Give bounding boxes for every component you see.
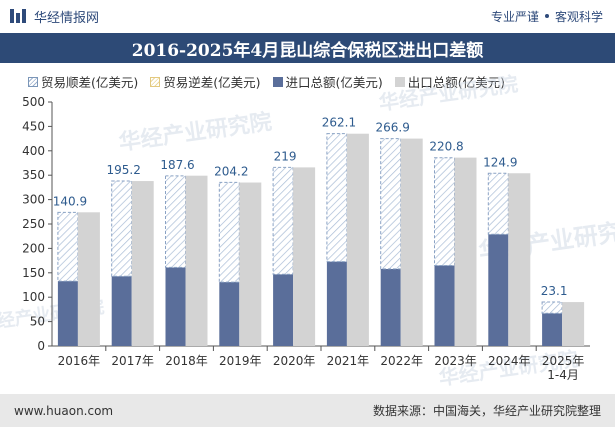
bar-export [508,173,531,346]
data-label-surplus: 219 [274,149,297,163]
bar-import [488,234,509,346]
bar-export [239,182,262,346]
bar-surplus [487,172,509,235]
x-tick-label: 2022年 [380,354,423,368]
bar-export [346,133,369,346]
footer: www.huaon.com 数据来源：中国海关，华经产业研究院整理 [0,394,615,427]
bar-surplus [380,138,402,270]
y-tick-label: 300 [22,193,45,207]
y-tick-label: 400 [22,144,45,158]
legend-swatch-import [272,76,283,87]
y-tick-label: 500 [22,95,45,109]
y-tick-label: 50 [30,315,45,329]
x-tick-label: 2019年 [219,354,262,368]
legend-item-deficit[interactable]: 贸易逆差(亿美元) [150,72,261,91]
bar-import [111,276,132,346]
bar-export [77,212,100,346]
data-label-surplus: 23.1 [541,284,568,298]
x-tick-label: 2016年 [58,354,101,368]
bar-export [293,167,316,346]
legend-swatch-deficit [150,76,161,87]
bar-export [400,138,423,346]
legend-label-deficit: 贸易逆差(亿美元) [163,75,261,90]
data-label-surplus: 266.9 [376,121,410,135]
x-tick-label: 2018年 [165,354,208,368]
legend-item-surplus[interactable]: 贸易顺差(亿美元) [28,72,138,91]
slogan-right: 客观科学 [554,9,603,24]
watermark-text: 华经产业研究院 [377,72,519,115]
bar-surplus [218,181,240,283]
bar-export [131,181,154,346]
x-tick-label: 2025年 [542,354,585,368]
data-label-surplus: 140.9 [53,194,87,208]
data-label-surplus: 187.6 [160,158,194,172]
bar-surplus [165,175,186,268]
bar-import [165,267,186,346]
watermark-text: 华经产业研究院 [117,109,273,156]
footer-website[interactable]: www.huaon.com [14,403,114,418]
bar-export [454,157,477,346]
legend-swatch-export [394,76,405,87]
y-tick-label: 250 [22,217,45,231]
bar-import [380,268,401,346]
data-label-surplus: 220.8 [429,140,463,154]
brand[interactable]: 华经情报网 [10,7,99,26]
bar-export [185,175,208,346]
x-tick-label: 1-4月 [547,368,579,382]
bar-import [57,281,78,346]
legend: 贸易顺差(亿美元) 贸易逆差(亿美元) 进口总额(亿美元) 出口总额(亿美元) [28,72,505,91]
top-bar: 华经情报网 专业严谨 客观科学 [0,0,615,32]
bar-surplus [57,211,79,282]
x-tick-label: 2024年 [488,354,531,368]
legend-label-surplus: 贸易顺差(亿美元) [41,75,139,90]
bar-import [219,282,240,346]
data-label-surplus: 124.9 [483,155,517,169]
slogan: 专业严谨 客观科学 [491,8,603,25]
y-tick-label: 100 [22,290,45,304]
bar-surplus [434,157,455,266]
x-tick-label: 2021年 [327,354,370,368]
bar-import [542,313,563,346]
separator-dot-icon [544,14,549,18]
legend-label-export: 出口总额(亿美元) [407,75,506,90]
logo-icon [10,9,26,23]
legend-item-export[interactable]: 出口总额(亿美元) [394,72,506,91]
data-label-surplus: 262.1 [322,116,356,130]
slogan-left: 专业严谨 [490,9,539,24]
x-tick-label: 2023年 [434,354,477,368]
legend-item-import[interactable]: 进口总额(亿美元) [272,72,383,91]
bar-surplus [111,180,133,277]
footer-source: 数据来源：中国海关，华经产业研究院整理 [372,404,601,418]
x-tick-label: 2020年 [273,354,316,368]
bar-export [562,302,585,346]
bar-import [434,265,455,346]
x-tick-label: 2017年 [111,354,154,368]
bar-surplus [272,166,294,275]
chart-title: 2016-2025年4月昆山综合保税区进出口差额 [0,33,615,63]
brand-name: 华经情报网 [34,10,100,26]
data-label-surplus: 204.2 [214,164,248,178]
bar-import [273,274,294,346]
bar-surplus [326,133,348,263]
y-tick-label: 200 [22,241,45,255]
y-tick-label: 450 [22,119,45,133]
legend-swatch-surplus [28,76,38,87]
y-tick-label: 350 [22,168,45,182]
y-tick-label: 150 [22,266,45,280]
bar-surplus [541,301,563,314]
data-label-surplus: 195.2 [107,163,141,177]
bar-import [326,261,347,346]
legend-label-import: 进口总额(亿美元) [285,75,383,90]
y-tick-label: 0 [37,339,45,353]
